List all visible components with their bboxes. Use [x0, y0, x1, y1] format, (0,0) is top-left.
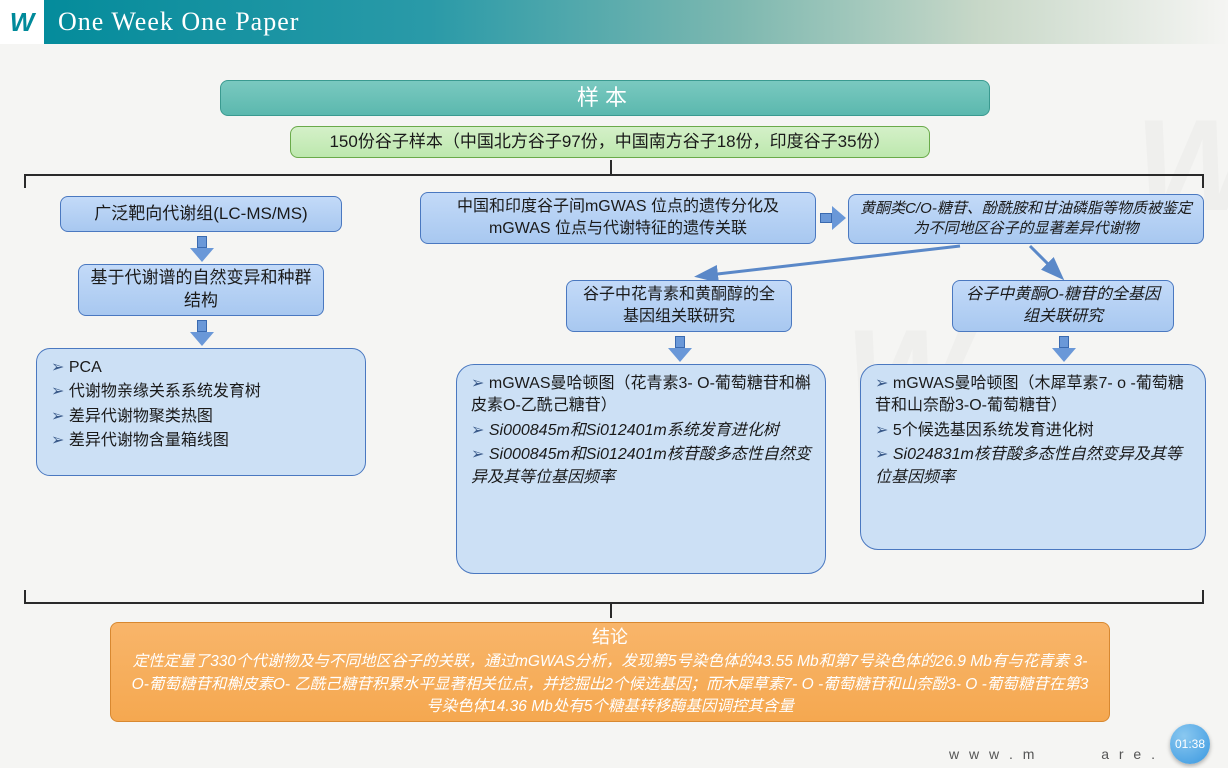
col2-mgwas-box: 中国和印度谷子间mGWAS 位点的遗传分化及mGWAS 位点与代谢特征的遗传关联 — [420, 192, 816, 244]
arrow-down-icon — [1052, 336, 1076, 362]
col2-anthocyanin-list: mGWAS曼哈顿图（花青素3- O-葡萄糖苷和槲皮素O-乙酰己糖苷） Si000… — [456, 364, 826, 574]
list-item: 差异代谢物聚类热图 — [51, 406, 355, 428]
bracket-stem — [610, 160, 612, 174]
conclusion-body: 定性定量了330个代谢物及与不同地区谷子的关联，通过mGWAS分析，发现第5号染… — [127, 651, 1093, 718]
footer-url: w w w . m xxxxx a r e . — [949, 746, 1158, 762]
arrow-down-icon — [190, 236, 214, 262]
col1-methods-list: PCA 代谢物亲缘关系系统发育树 差异代谢物聚类热图 差异代谢物含量箱线图 — [36, 348, 366, 476]
bracket-stem — [610, 604, 612, 618]
timestamp-badge: 01:38 — [1170, 724, 1210, 764]
conclusion-title: 结论 — [592, 625, 628, 649]
list-item: 代谢物亲缘关系系统发育树 — [51, 381, 355, 403]
list-item: Si000845m和Si012401m核苷酸多态性自然变异及其等位基因频率 — [471, 444, 815, 489]
logo-icon: W — [0, 0, 44, 44]
sample-box: 150份谷子样本（中国北方谷子97份，中国南方谷子18份，印度谷子35份） — [290, 126, 930, 158]
list-item: mGWAS曼哈顿图（花青素3- O-葡萄糖苷和槲皮素O-乙酰己糖苷） — [471, 373, 815, 418]
arrow-down-icon — [190, 320, 214, 346]
col1-metabolomics-box: 广泛靶向代谢组(LC-MS/MS) — [60, 196, 342, 232]
bottom-bracket — [24, 590, 1204, 604]
list-item: Si024831m核苷酸多态性自然变异及其等位基因频率 — [875, 444, 1195, 489]
top-banner: W One Week One Paper — [0, 0, 1228, 44]
col2-flavone-list: mGWAS曼哈顿图（木犀草素7- o -葡萄糖苷和山奈酚3-O-葡萄糖苷） 5个… — [860, 364, 1206, 550]
list-item: PCA — [51, 357, 355, 379]
list-item: mGWAS曼哈顿图（木犀草素7- o -葡萄糖苷和山奈酚3-O-葡萄糖苷） — [875, 373, 1195, 418]
col2-flavone-box: 谷子中黄酮O-糖苷的全基因组关联研究 — [952, 280, 1174, 332]
col2-anthocyanin-box: 谷子中花青素和黄酮醇的全基因组关联研究 — [566, 280, 792, 332]
list-item: 差异代谢物含量箱线图 — [51, 430, 355, 452]
list-item: Si000845m和Si012401m系统发育进化树 — [471, 420, 815, 442]
arrow-right-icon — [820, 206, 846, 230]
col2-flavonoid-box: 黄酮类C/O-糖苷、酚酰胺和甘油磷脂等物质被鉴定为不同地区谷子的显著差异代谢物 — [848, 194, 1204, 244]
banner-title: One Week One Paper — [58, 7, 299, 37]
diagram-stage: 样本 150份谷子样本（中国北方谷子97份，中国南方谷子18份，印度谷子35份）… — [0, 44, 1228, 768]
top-bracket — [24, 174, 1204, 188]
header-box: 样本 — [220, 80, 990, 116]
conclusion-box: 结论 定性定量了330个代谢物及与不同地区谷子的关联，通过mGWAS分析，发现第… — [110, 622, 1110, 722]
list-item: 5个候选基因系统发育进化树 — [875, 420, 1195, 442]
col1-variation-box: 基于代谢谱的自然变异和种群结构 — [78, 264, 324, 316]
arrow-down-icon — [668, 336, 692, 362]
